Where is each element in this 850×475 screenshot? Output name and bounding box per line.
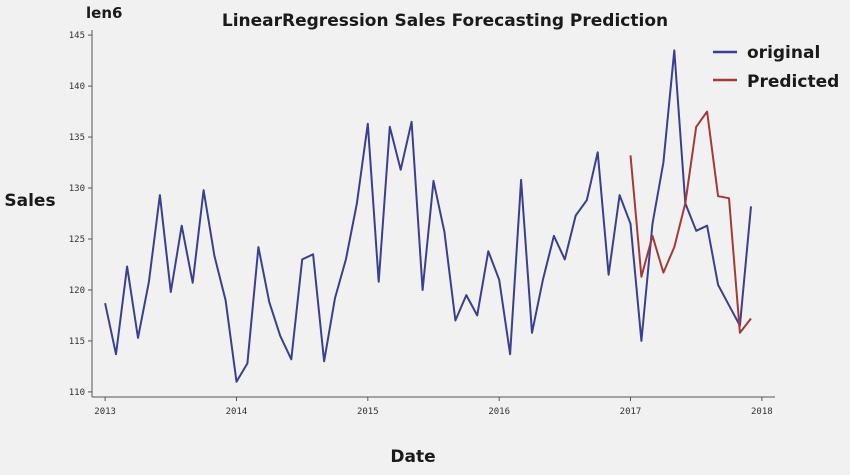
series-line-predicted — [629, 110, 752, 334]
y-tick-label: 110 — [69, 388, 85, 398]
y-tick-label: 115 — [69, 337, 85, 347]
x-tick-label: 2018 — [751, 407, 773, 417]
y-tick-label: 145 — [69, 31, 85, 41]
chart-title: LinearRegression Sales Forecasting Predi… — [222, 11, 668, 31]
x-tick-label: 2016 — [488, 407, 510, 417]
x-axis-title: Date — [390, 447, 435, 467]
series-line-original — [104, 49, 752, 383]
x-tick-label: 2017 — [620, 407, 642, 417]
series-group — [104, 49, 752, 383]
y-axis-title: Sales — [4, 191, 55, 211]
chart-tag: len6 — [86, 4, 122, 22]
legend-label-predicted: Predicted — [747, 72, 839, 92]
y-tick-label: 140 — [69, 82, 85, 92]
x-tick-label: 2013 — [94, 407, 116, 417]
y-tick-label: 135 — [69, 133, 85, 143]
x-tick-label: 2015 — [357, 407, 379, 417]
x-tick-label: 2014 — [226, 407, 248, 417]
legend: original Predicted — [713, 43, 839, 92]
legend-label-original: original — [747, 43, 820, 63]
y-tick-label: 120 — [69, 286, 85, 296]
x-ticks: 2013 2014 2015 2016 2017 2018 — [94, 397, 773, 417]
y-tick-label: 125 — [69, 235, 85, 245]
y-ticks: 110 115 120 125 130 135 140 145 — [69, 31, 92, 398]
y-tick-label: 130 — [69, 184, 85, 194]
